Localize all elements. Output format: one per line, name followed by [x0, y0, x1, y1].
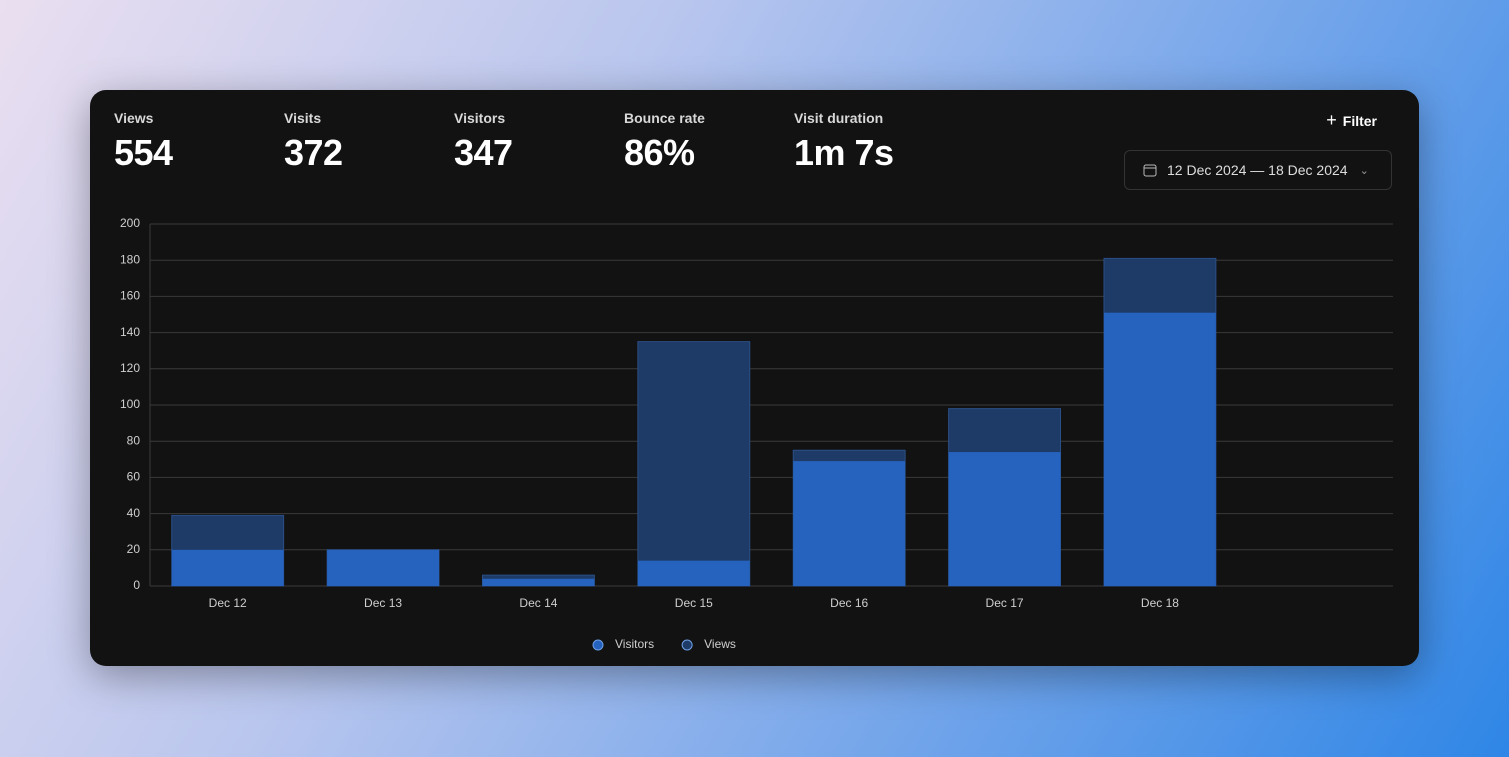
legend-marker	[681, 639, 693, 651]
legend-label: Visitors	[615, 637, 654, 651]
stat-value: 347	[454, 132, 513, 173]
y-tick-label: 120	[120, 361, 140, 375]
stat: Bounce rate 86%	[624, 110, 705, 174]
stat: Views 554	[114, 110, 173, 174]
stat-label: Visits	[284, 110, 322, 126]
stat-label: Visit duration	[794, 110, 884, 126]
bar	[482, 578, 595, 586]
y-tick-label: 100	[120, 397, 140, 411]
chevron: ⌄	[1359, 164, 1369, 177]
date-range-text: 12 Dec 2024 — 18 Dec 2024	[1167, 162, 1348, 178]
y-tick-label: 180	[120, 252, 140, 266]
legend-label: Views	[704, 637, 736, 651]
y-tick-label: 140	[120, 325, 140, 339]
x-tick-label: Dec 13	[364, 596, 402, 610]
legend-marker	[592, 639, 604, 651]
y-tick-label: 60	[127, 470, 141, 484]
analytics-card: Views 554 Visits 372 Visitors 347 Bounce rate 8…	[90, 90, 1419, 666]
stat: Visits 372	[284, 110, 343, 174]
y-tick-label: 40	[127, 506, 141, 520]
filter-button[interactable]: + Filter	[1326, 110, 1377, 131]
stat-value: 372	[284, 132, 343, 173]
filter-label: Filter	[1342, 113, 1377, 129]
stat-label: Views	[114, 110, 154, 126]
stat-value: 554	[114, 132, 173, 173]
stat: Visitors 347	[454, 110, 513, 174]
stat-value: 86%	[624, 132, 695, 173]
x-tick-label: Dec 17	[986, 596, 1024, 610]
chart: 0 20 40 60 80 100 120 140 160 180 200 Dec 12 Dec 13 D…	[120, 216, 1393, 651]
bar	[171, 549, 284, 586]
x-tick-label: Dec 14	[519, 596, 557, 610]
plus-icon: +	[1326, 110, 1337, 130]
bar	[637, 341, 751, 587]
bar	[948, 452, 1061, 586]
stat-label: Visitors	[454, 110, 506, 126]
y-tick-label: 0	[133, 578, 140, 592]
date-range-picker[interactable]: 12 Dec 2024 — 18 Dec 2024 ⌄	[1124, 150, 1392, 190]
x-tick-label: Dec 15	[675, 596, 713, 610]
bar	[637, 560, 750, 586]
y-tick-label: 80	[127, 433, 141, 447]
stat-value: 1m 7s	[794, 132, 894, 173]
x-tick-label: Dec 16	[830, 596, 868, 610]
stat-label: Bounce rate	[624, 110, 705, 126]
x-tick-label: Dec 12	[209, 596, 247, 610]
bar	[1104, 312, 1216, 586]
bar	[793, 461, 906, 586]
x-tick-label: Dec 18	[1141, 596, 1179, 610]
y-tick-label: 20	[127, 542, 141, 556]
calendar-icon	[1143, 164, 1157, 177]
y-tick-label: 160	[120, 289, 140, 303]
bar	[327, 549, 439, 586]
stat: Visit duration 1m 7s	[794, 110, 894, 174]
y-tick-label: 200	[120, 216, 140, 230]
